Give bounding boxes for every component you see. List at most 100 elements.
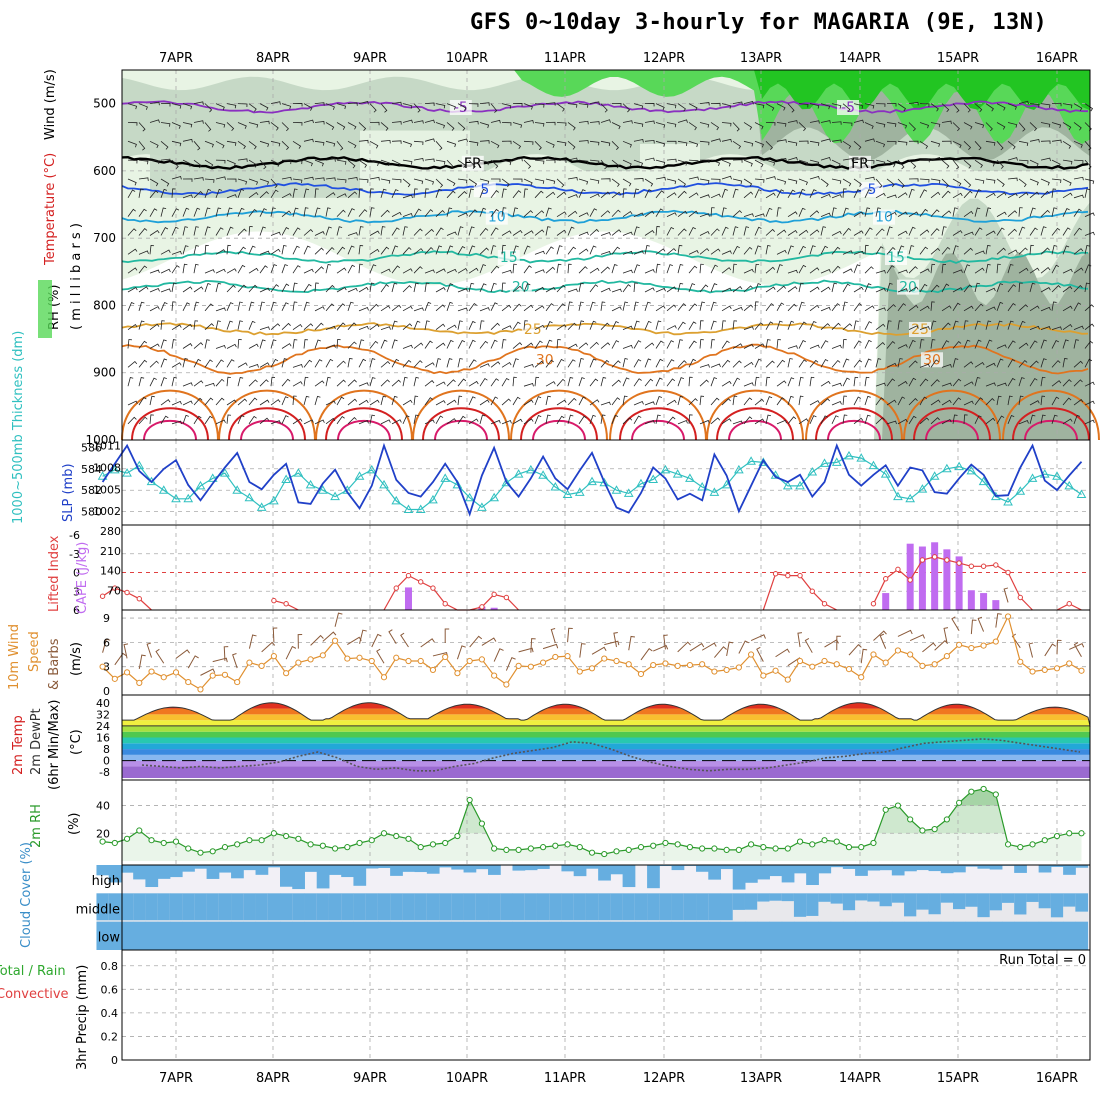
cloud-bar-low [243, 922, 256, 950]
cloud-bar-middle [378, 893, 391, 920]
data-point [540, 845, 545, 850]
data-point [981, 564, 985, 568]
precip-tick: 0.2 [101, 1030, 119, 1043]
data-point [357, 840, 362, 845]
data-point [957, 561, 961, 565]
data-point [124, 836, 129, 841]
date-label-top: 8APR [256, 51, 290, 66]
cloud-bar-high [892, 865, 905, 875]
cloud-bar-middle [916, 893, 929, 909]
data-point [908, 578, 912, 582]
cloud-bar-high [843, 865, 856, 869]
data-point [198, 687, 203, 692]
cloud-bar-low [757, 922, 770, 950]
data-point [663, 840, 668, 845]
date-label-bottom: 15APR [937, 1071, 979, 1086]
cloud-bar-low [194, 922, 207, 950]
data-point [369, 658, 374, 663]
data-point [761, 673, 766, 678]
data-point [467, 658, 472, 663]
data-point [663, 661, 668, 666]
cloud-bar-low [1039, 922, 1052, 950]
cloud-bar-high [733, 865, 746, 890]
data-point [896, 567, 900, 571]
wind-barb-10m [457, 646, 465, 659]
temp-band [122, 766, 1090, 778]
data-point [394, 655, 399, 660]
data-point [492, 592, 496, 596]
cloud-bar-high [1039, 865, 1052, 873]
cape-bars [405, 542, 999, 610]
cloud-bar-low [733, 922, 746, 950]
data-point [430, 842, 435, 847]
cloud-bar-low [549, 922, 562, 950]
cloud-bar-low [977, 922, 990, 950]
data-point [528, 846, 533, 851]
wind-barb-10m [1029, 643, 1033, 658]
wind-barb-10m [115, 653, 126, 664]
cloud-cover [96, 865, 1090, 950]
cloud-bar-high [647, 865, 660, 888]
cloud-bar-middle [598, 893, 611, 920]
wind-barb-10m [678, 642, 691, 652]
isotherm-label: 25 [911, 322, 929, 338]
cloud-bar-middle [561, 893, 574, 920]
wind10m-axis-label-a: 10m Wind [7, 624, 22, 690]
data-point [418, 658, 423, 663]
cloud-bar-middle [182, 893, 195, 920]
cloud-bar-middle [488, 893, 501, 920]
data-point [284, 833, 289, 838]
date-label-top: 11APR [544, 51, 586, 66]
date-label-top: 14APR [839, 51, 881, 66]
data-point [1054, 833, 1059, 838]
cloud-bar-high [194, 865, 207, 869]
millibars-label: ( m i l l i b a r s ) [69, 223, 84, 330]
cloud-bar-middle [133, 893, 146, 920]
data-point [516, 847, 521, 852]
data-point [859, 845, 864, 850]
data-point [406, 658, 411, 663]
wind-speed-line-markers [100, 614, 1084, 692]
cloud-bar-high [880, 865, 893, 870]
data-point [651, 843, 656, 848]
cloud-bar-middle [635, 893, 648, 920]
data-point [271, 654, 276, 659]
wind-barb-10m [898, 630, 912, 636]
cloud-bar-middle [243, 893, 256, 920]
cloud-bar-middle [855, 893, 868, 900]
cloud-bar-low [892, 922, 905, 950]
data-point [993, 792, 998, 797]
temp-axis-label-b: 2m DewPt [29, 708, 44, 775]
cloud-bar-middle [317, 893, 330, 920]
date-label-top: 16APR [1036, 51, 1078, 66]
data-point [920, 558, 924, 562]
rh2m-axis-units: (%) [67, 813, 82, 836]
cloud-bar-middle [659, 893, 672, 920]
rh-tick: 40 [96, 800, 110, 813]
temp-axis-units: (°C) [69, 729, 84, 755]
data-point [149, 838, 154, 843]
data-point [920, 663, 925, 668]
cloud-bar-high [867, 865, 880, 871]
data-point [1067, 602, 1071, 606]
cloud-bar-low [525, 922, 538, 950]
data-point [1018, 659, 1023, 664]
data-point [222, 672, 227, 677]
cloud-bar-middle [439, 893, 452, 920]
cloud-bar-high [525, 865, 538, 870]
cloud-bar-low [427, 922, 440, 950]
cloud-bar-middle [512, 893, 525, 920]
isotherm-label: 10 [875, 210, 893, 226]
cloud-bar-high [586, 865, 599, 869]
cloud-bar-low [610, 922, 623, 950]
wind-barb-10m [690, 644, 704, 652]
data-point [846, 845, 851, 850]
cloud-bar-low [867, 922, 880, 950]
cloud-bar-high [977, 865, 990, 869]
cloud-bar-middle [549, 893, 562, 920]
data-point [700, 662, 705, 667]
data-point [626, 847, 631, 852]
cloud-bar-middle [708, 893, 721, 920]
data-point [626, 662, 631, 667]
